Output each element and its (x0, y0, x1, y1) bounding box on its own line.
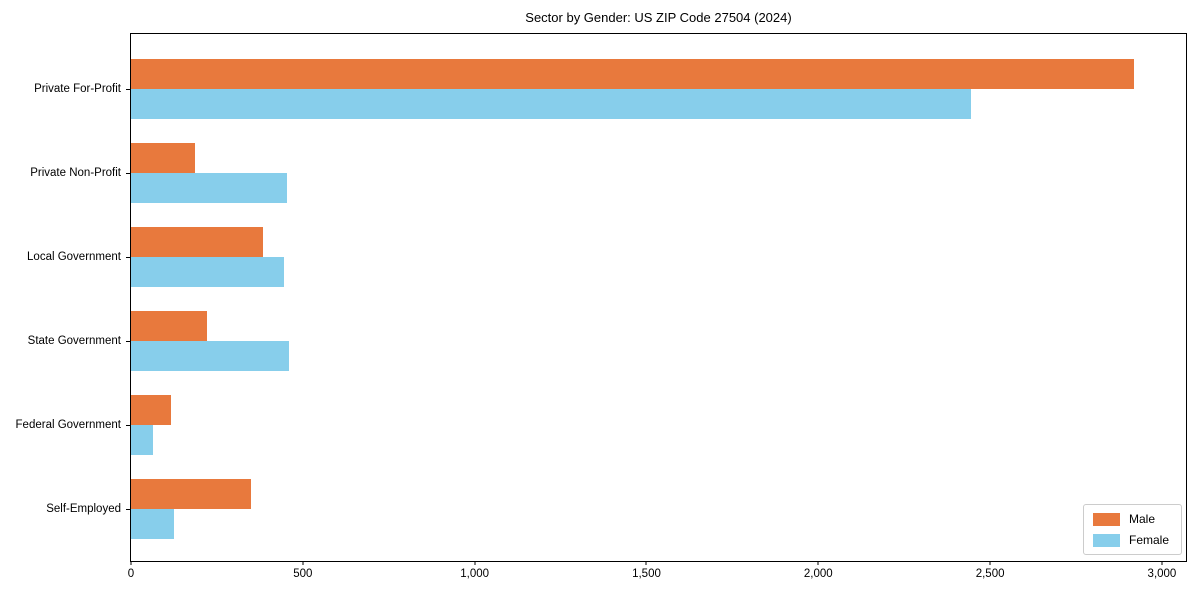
y-axis-tick (126, 509, 130, 510)
bar-female-5 (131, 509, 174, 539)
x-axis-tick (817, 561, 819, 565)
x-axis-tick-label: 2,000 (803, 568, 833, 580)
bar-female-2 (131, 257, 284, 287)
x-axis-tick-label: 1,500 (632, 568, 661, 580)
y-axis-label: State Government (27, 335, 121, 347)
y-axis-tick (126, 173, 130, 174)
y-axis-label: Federal Government (15, 419, 121, 431)
x-axis-tick (302, 561, 304, 565)
y-axis-tick (126, 89, 130, 90)
y-axis-label: Local Government (27, 251, 121, 263)
x-axis-tick (989, 561, 991, 565)
legend: Male Female (1082, 504, 1182, 555)
plot-area: Private For-Profit Private Non-Profit Loca… (16, 33, 1187, 580)
x-axis-tick (1161, 561, 1163, 565)
x-axis-tick (130, 561, 132, 565)
x-axis-tick (645, 561, 647, 565)
bar-male-1 (131, 143, 195, 173)
legend-item-male: Male (1092, 512, 1169, 526)
legend-item-female: Female (1092, 533, 1169, 547)
bar-male-4 (131, 395, 171, 425)
y-axis-tick (126, 341, 130, 342)
chart-title: Sector by Gender: US ZIP Code 27504 (202… (525, 10, 792, 25)
legend-label-female: Female (1128, 533, 1169, 547)
y-axis-tick (126, 425, 130, 426)
x-axis-tick-label: 1,000 (460, 568, 490, 580)
bar-female-1 (131, 173, 288, 203)
y-axis-label: Private For-Profit (34, 83, 121, 95)
bar-male-5 (131, 479, 252, 509)
bar-male-3 (131, 311, 207, 341)
bar-female-4 (131, 425, 154, 455)
x-axis-tick-label: 3,000 (1147, 568, 1177, 580)
bar-female-0 (131, 89, 972, 119)
bar-female-3 (131, 341, 290, 371)
x-axis-tick-label: 0 (127, 568, 135, 580)
y-axis-tick (126, 257, 130, 258)
y-axis-label: Private Non-Profit (30, 167, 121, 179)
x-axis-tick-label: 2,500 (975, 568, 1005, 580)
y-axis-label: Self-Employed (46, 503, 121, 515)
x-axis-tick-label: 500 (293, 568, 313, 580)
legend-label-male: Male (1128, 512, 1155, 526)
bar-male-0 (131, 59, 1135, 89)
legend-swatch-female-icon (1092, 533, 1120, 547)
x-axis-tick (474, 561, 476, 565)
legend-swatch-male-icon (1092, 512, 1120, 526)
bar-male-2 (131, 227, 264, 257)
